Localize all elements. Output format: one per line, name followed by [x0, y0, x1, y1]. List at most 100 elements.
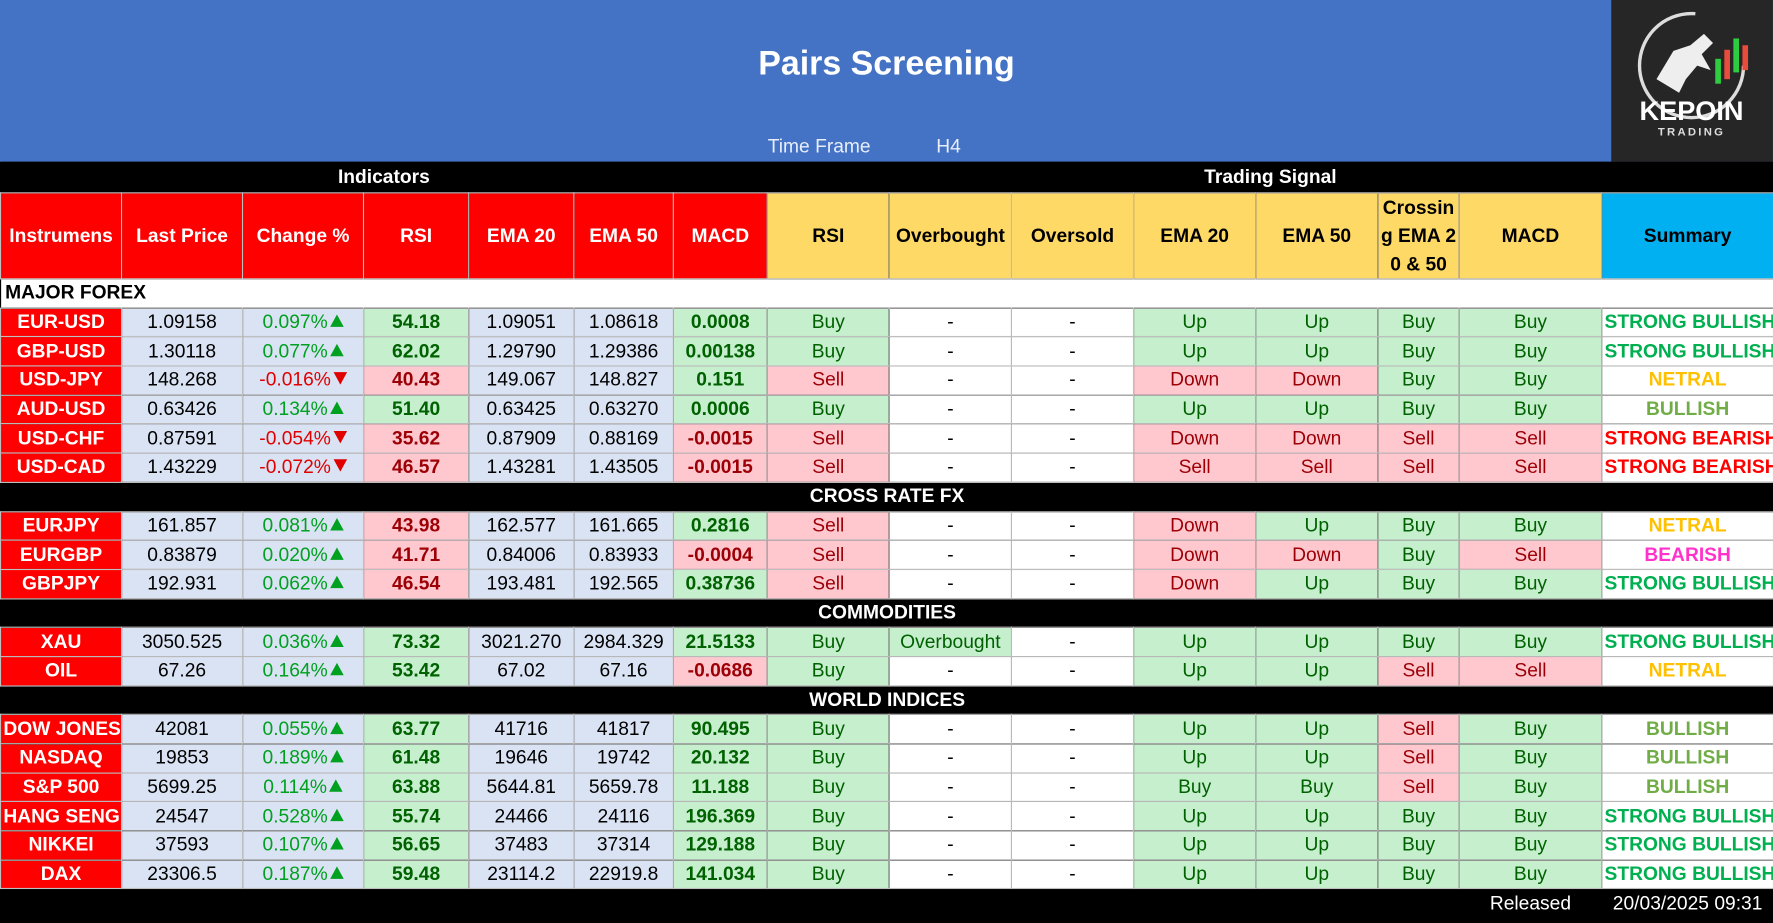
- cell: 192.565: [573, 568, 674, 599]
- section-row: COMMODITIES: [0, 598, 1773, 628]
- instrument: USD-CAD: [0, 452, 123, 483]
- cell: -: [888, 655, 1013, 687]
- cell: 59.48: [362, 859, 470, 890]
- cell: Up: [1255, 655, 1379, 687]
- screening-table: Indicators Trading Signal Instrumens Last P…: [0, 161, 1773, 918]
- change-value: 0.528%: [262, 805, 328, 827]
- cell: 23114.2: [468, 859, 575, 890]
- cell: -: [888, 714, 1013, 745]
- cell: 0.114%: [241, 772, 365, 803]
- cell: Buy: [766, 830, 890, 861]
- cell: 37483: [468, 830, 575, 861]
- cell: Sell: [1133, 452, 1257, 483]
- cell: Buy: [766, 801, 890, 832]
- arrow-up: [329, 866, 344, 879]
- cell: -: [888, 801, 1013, 832]
- cell: Up: [1255, 830, 1379, 861]
- cell: -: [888, 568, 1013, 599]
- cell: Up: [1255, 801, 1379, 832]
- cell: 0.0008: [672, 307, 768, 338]
- cell: -0.072%: [241, 452, 365, 483]
- cell: Buy: [766, 772, 890, 803]
- cell: 0.081%: [241, 510, 365, 541]
- cell: Up: [1255, 714, 1379, 745]
- cell: 0.83879: [120, 539, 244, 570]
- cell: -: [888, 743, 1013, 774]
- instrument-row: GBPJPY 192.931 0.062% 46.54 193.481 192.565 0.…: [0, 568, 1773, 599]
- cell: 0.062%: [241, 568, 365, 599]
- footer-spacer: [0, 888, 1460, 918]
- cell: 22919.8: [573, 859, 674, 890]
- arrow-up: [329, 750, 344, 763]
- column-header: RSI: [766, 192, 890, 280]
- instrument-row: NASDAQ 19853 0.189% 61.48 19646 19742 20.132 Bu…: [0, 743, 1773, 774]
- cell: Buy: [766, 655, 890, 687]
- cell: 1.29386: [573, 336, 674, 367]
- column-header: Crossing EMA 20 & 50: [1377, 192, 1460, 280]
- cell: 3021.270: [468, 626, 575, 658]
- change-value: 0.164%: [262, 659, 328, 682]
- cell: 0.00138: [672, 336, 768, 367]
- summary: BULLISH: [1601, 394, 1773, 425]
- cell: 3050.525: [120, 626, 244, 658]
- cell: 61.48: [362, 743, 470, 774]
- cell: 19853: [120, 743, 244, 774]
- cell: 41817: [573, 714, 674, 745]
- cell: 24547: [120, 801, 244, 832]
- cell: -: [1010, 743, 1135, 774]
- summary: STRONG BULLISH: [1601, 336, 1773, 367]
- column-header: Instrumens: [0, 192, 123, 280]
- column-header: MACD: [672, 192, 768, 280]
- summary: NETRAL: [1601, 365, 1773, 396]
- cell: Up: [1255, 307, 1379, 338]
- summary: BEARISH: [1601, 539, 1773, 570]
- change-value: 0.036%: [262, 630, 328, 653]
- summary: NETRAL: [1601, 655, 1773, 687]
- instrument: USD-CHF: [0, 423, 123, 454]
- section-title: CROSS RATE FX: [0, 482, 1773, 512]
- cell: Overbought: [888, 626, 1013, 658]
- instrument: NASDAQ: [0, 743, 123, 774]
- cell: 63.88: [362, 772, 470, 803]
- cell: 129.188: [672, 830, 768, 861]
- cell: 1.30118: [120, 336, 244, 367]
- cell: 67.02: [468, 655, 575, 687]
- cell: 5699.25: [120, 772, 244, 803]
- cell: Up: [1133, 801, 1257, 832]
- summary: BULLISH: [1601, 772, 1773, 803]
- cell: 0.63426: [120, 394, 244, 425]
- section-row: WORLD INDICES: [0, 685, 1773, 715]
- cell: Buy: [1377, 336, 1460, 367]
- cell: 0.164%: [241, 655, 365, 687]
- column-header: Change %: [241, 192, 365, 280]
- cell: -: [888, 859, 1013, 890]
- cell: 43.98: [362, 510, 470, 541]
- instrument: OIL: [0, 655, 123, 687]
- cell: 0.189%: [241, 743, 365, 774]
- summary: STRONG BULLISH: [1601, 307, 1773, 338]
- cell: Buy: [1458, 772, 1603, 803]
- cell: Up: [1255, 626, 1379, 658]
- cell: Buy: [1458, 307, 1603, 338]
- cell: -: [1010, 801, 1135, 832]
- cell: -: [1010, 655, 1135, 687]
- cell: Down: [1133, 539, 1257, 570]
- cell: Buy: [1458, 801, 1603, 832]
- cell: Buy: [766, 743, 890, 774]
- cell: 23306.5: [120, 859, 244, 890]
- cell: 63.77: [362, 714, 470, 745]
- cell: 161.665: [573, 510, 674, 541]
- instrument: GBPJPY: [0, 568, 123, 599]
- cell: Up: [1133, 307, 1257, 338]
- change-value: 0.020%: [262, 543, 328, 566]
- group-header: Indicators: [0, 161, 768, 193]
- instrument: GBP-USD: [0, 336, 123, 367]
- arrow-up: [329, 575, 344, 589]
- cell: Buy: [1458, 365, 1603, 396]
- arrow-up: [329, 663, 344, 676]
- cell: Buy: [766, 336, 890, 367]
- cell: 55.74: [362, 801, 470, 832]
- cell: 0.2816: [672, 510, 768, 541]
- instrument-row: USD-CAD 1.43229 -0.072% 46.57 1.43281 1.43505…: [0, 452, 1773, 483]
